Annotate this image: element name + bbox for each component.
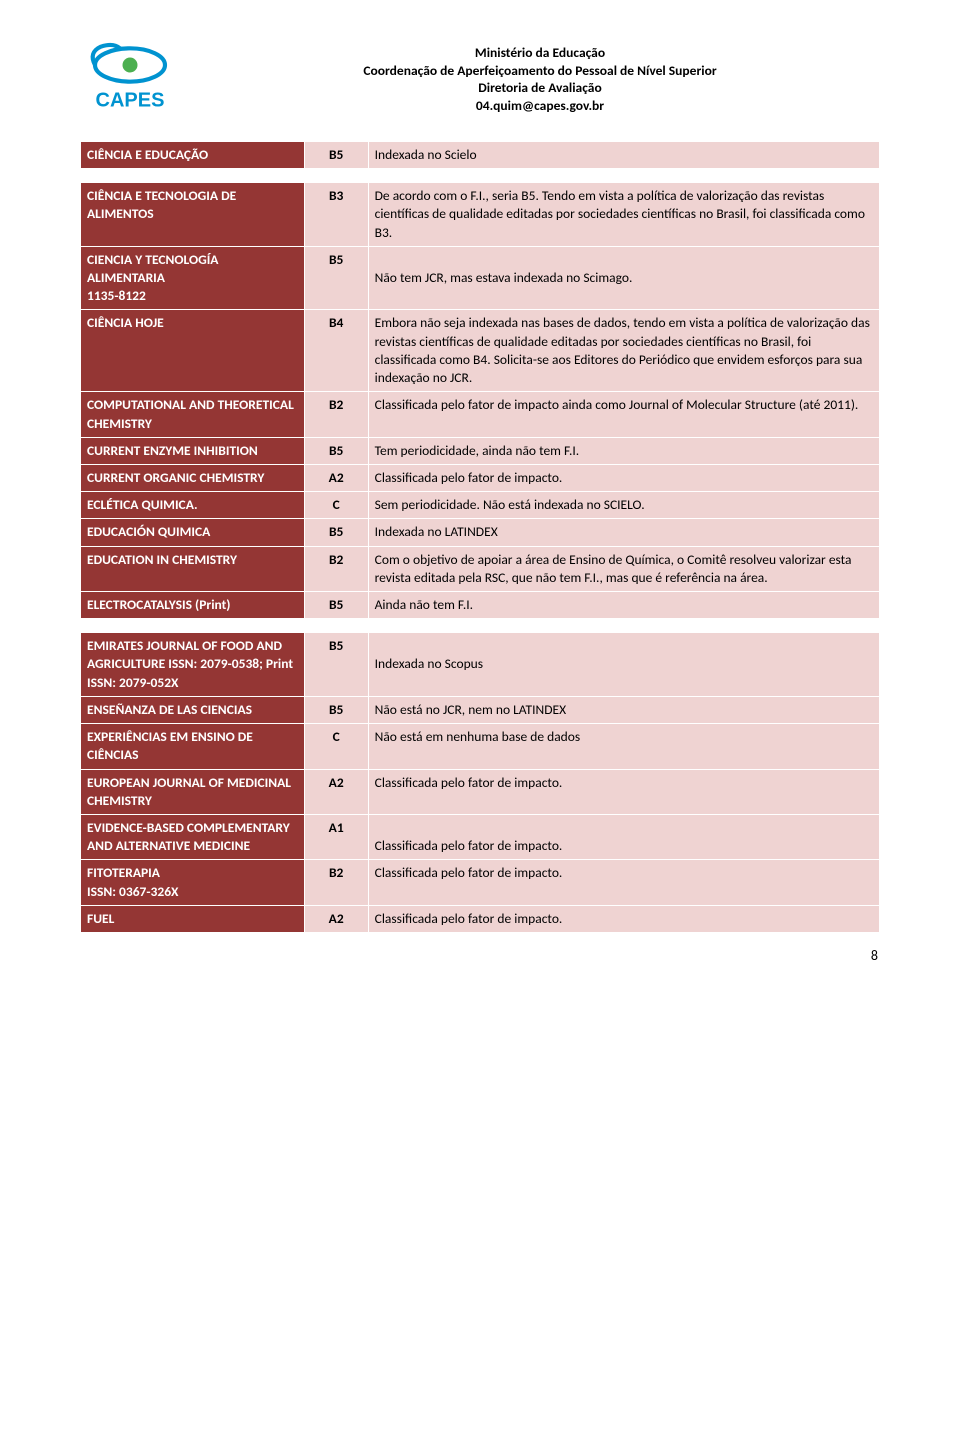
table-row: EMIRATES JOURNAL OF FOOD AND AGRICULTURE… — [81, 633, 880, 697]
rating-cell: B5 — [304, 696, 368, 723]
table-row: CIÊNCIA E EDUCAÇÃOB5Indexada no Scielo — [81, 141, 880, 168]
rating-cell: B5 — [304, 592, 368, 619]
table-row: ECLÉTICA QUIMICA.CSem periodicidade. Não… — [81, 492, 880, 519]
table-row: FUELA2Classificada pelo fator de impacto… — [81, 905, 880, 932]
capes-logo-icon: CAPES — [80, 40, 180, 115]
comment-cell: Não tem JCR, mas estava indexada no Scim… — [368, 246, 879, 310]
comment-cell: Classificada pelo fator de impacto. — [368, 769, 879, 814]
comment-cell: Ainda não tem F.I. — [368, 592, 879, 619]
comment-cell: Indexada no Scielo — [368, 141, 879, 168]
table-row: ENSEÑANZA DE LAS CIENCIASB5Não está no J… — [81, 696, 880, 723]
journal-name-cell: ENSEÑANZA DE LAS CIENCIAS — [81, 696, 305, 723]
comment-cell: Classificada pelo fator de impacto. — [368, 815, 879, 860]
journal-name-cell: EDUCATION IN CHEMISTRY — [81, 546, 305, 591]
journal-name-cell: CURRENT ORGANIC CHEMISTRY — [81, 464, 305, 491]
comment-cell: Classificada pelo fator de impacto ainda… — [368, 392, 879, 437]
spacer-cell — [81, 619, 880, 633]
svg-text:CAPES: CAPES — [96, 90, 165, 112]
rating-cell: B5 — [304, 633, 368, 697]
rating-cell: A2 — [304, 905, 368, 932]
table-row: CIENCIA Y TECNOLOGÍA ALIMENTARIA1135-812… — [81, 246, 880, 310]
journal-name-cell: CIÊNCIA E TECNOLOGIA DE ALIMENTOS — [81, 183, 305, 247]
header-text: Ministério da Educação Coordenação de Ap… — [200, 40, 880, 114]
table-row — [81, 169, 880, 183]
header-line-2: Coordenação de Aperfeiçoamento do Pessoa… — [200, 62, 880, 80]
document-header: CAPES Ministério da Educação Coordenação… — [80, 40, 880, 121]
comment-cell: Classificada pelo fator de impacto. — [368, 905, 879, 932]
table-row: COMPUTATIONAL AND THEORETICAL CHEMISTRYB… — [81, 392, 880, 437]
comment-cell: Indexada no LATINDEX — [368, 519, 879, 546]
journal-name-cell: COMPUTATIONAL AND THEORETICAL CHEMISTRY — [81, 392, 305, 437]
table-row: CIÊNCIA HOJEB4Embora não seja indexada n… — [81, 310, 880, 392]
rating-cell: B2 — [304, 546, 368, 591]
journal-name-cell: ELECTROCATALYSIS (Print) — [81, 592, 305, 619]
journal-name-cell: CURRENT ENZYME INHIBITION — [81, 437, 305, 464]
table-row: EXPERIÊNCIAS EM ENSINO DE CIÊNCIASCNão e… — [81, 724, 880, 769]
comment-cell: De acordo com o F.I., seria B5. Tendo em… — [368, 183, 879, 247]
journals-table: CIÊNCIA E EDUCAÇÃOB5Indexada no ScieloCI… — [80, 141, 880, 933]
comment-cell: Embora não seja indexada nas bases de da… — [368, 310, 879, 392]
comment-cell: Sem periodicidade. Não está indexada no … — [368, 492, 879, 519]
rating-cell: B5 — [304, 141, 368, 168]
journal-name-cell: EVIDENCE-BASED COMPLEMENTARY AND ALTERNA… — [81, 815, 305, 860]
table-row: EVIDENCE-BASED COMPLEMENTARY AND ALTERNA… — [81, 815, 880, 860]
table-row: FITOTERAPIAISSN: 0367-326XB2Classificada… — [81, 860, 880, 905]
journal-name-cell: CIÊNCIA E EDUCAÇÃO — [81, 141, 305, 168]
journal-name-cell: FITOTERAPIAISSN: 0367-326X — [81, 860, 305, 905]
header-line-1: Ministério da Educação — [200, 44, 880, 62]
journal-name-cell: EUROPEAN JOURNAL OF MEDICINAL CHEMISTRY — [81, 769, 305, 814]
journal-name-cell: CIENCIA Y TECNOLOGÍA ALIMENTARIA1135-812… — [81, 246, 305, 310]
table-row — [81, 619, 880, 633]
journal-name-cell: EXPERIÊNCIAS EM ENSINO DE CIÊNCIAS — [81, 724, 305, 769]
comment-cell: Não está em nenhuma base de dados — [368, 724, 879, 769]
rating-cell: B2 — [304, 860, 368, 905]
rating-cell: A2 — [304, 769, 368, 814]
rating-cell: B5 — [304, 437, 368, 464]
rating-cell: B2 — [304, 392, 368, 437]
table-row: EDUCACIÓN QUIMICAB5Indexada no LATINDEX — [81, 519, 880, 546]
comment-cell: Com o objetivo de apoiar a área de Ensin… — [368, 546, 879, 591]
comment-cell: Classificada pelo fator de impacto. — [368, 860, 879, 905]
table-row: EUROPEAN JOURNAL OF MEDICINAL CHEMISTRYA… — [81, 769, 880, 814]
header-line-4: 04.quim@capes.gov.br — [200, 97, 880, 115]
rating-cell: B5 — [304, 519, 368, 546]
comment-cell: Tem periodicidade, ainda não tem F.I. — [368, 437, 879, 464]
rating-cell: B4 — [304, 310, 368, 392]
rating-cell: C — [304, 724, 368, 769]
table-row: EDUCATION IN CHEMISTRYB2Com o objetivo d… — [81, 546, 880, 591]
journal-name-cell: CIÊNCIA HOJE — [81, 310, 305, 392]
table-row: ELECTROCATALYSIS (Print)B5Ainda não tem … — [81, 592, 880, 619]
comment-cell: Indexada no Scopus — [368, 633, 879, 697]
rating-cell: A2 — [304, 464, 368, 491]
table-row: CIÊNCIA E TECNOLOGIA DE ALIMENTOSB3De ac… — [81, 183, 880, 247]
rating-cell: A1 — [304, 815, 368, 860]
rating-cell: B3 — [304, 183, 368, 247]
journal-name-cell: FUEL — [81, 905, 305, 932]
table-row: CURRENT ORGANIC CHEMISTRYA2Classificada … — [81, 464, 880, 491]
page-number: 8 — [80, 947, 880, 966]
journal-name-cell: EDUCACIÓN QUIMICA — [81, 519, 305, 546]
spacer-cell — [81, 169, 880, 183]
capes-logo: CAPES — [80, 40, 180, 121]
rating-cell: B5 — [304, 246, 368, 310]
comment-cell: Não está no JCR, nem no LATINDEX — [368, 696, 879, 723]
header-line-3: Diretoria de Avaliação — [200, 79, 880, 97]
table-row: CURRENT ENZYME INHIBITIONB5Tem periodici… — [81, 437, 880, 464]
comment-cell: Classificada pelo fator de impacto. — [368, 464, 879, 491]
journal-name-cell: EMIRATES JOURNAL OF FOOD AND AGRICULTURE… — [81, 633, 305, 697]
rating-cell: C — [304, 492, 368, 519]
journal-name-cell: ECLÉTICA QUIMICA. — [81, 492, 305, 519]
